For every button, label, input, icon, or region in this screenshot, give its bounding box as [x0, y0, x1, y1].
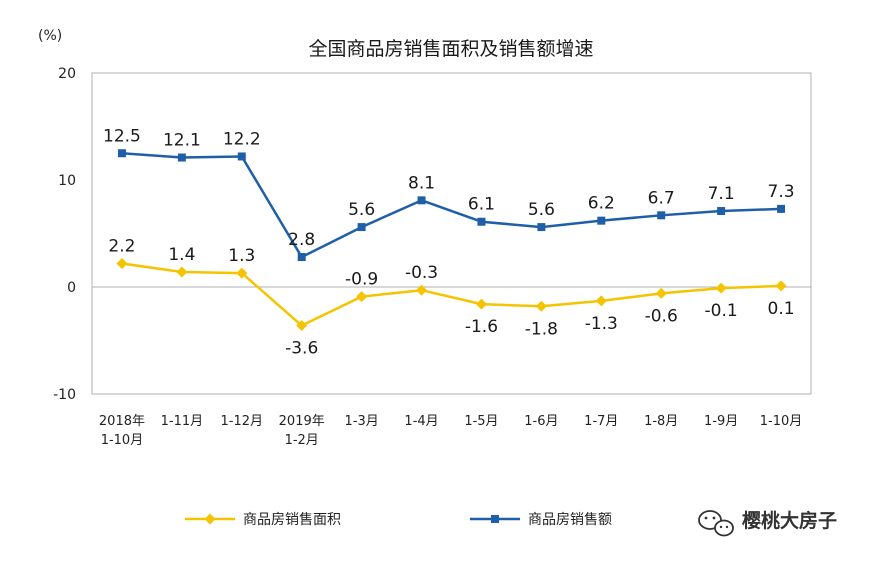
x-tick-label: 1-12月: [221, 414, 264, 429]
data-point: [595, 295, 607, 307]
data-label: 6.2: [588, 194, 615, 214]
data-point: [176, 266, 188, 278]
data-label: 6.7: [648, 188, 675, 208]
data-label: 12.5: [103, 126, 141, 146]
data-point: [237, 152, 246, 161]
legend-item: 商品房销售面积: [185, 512, 341, 528]
data-label: 5.6: [348, 200, 375, 220]
data-label: -0.9: [345, 270, 378, 290]
data-point: [416, 284, 428, 296]
data-label: 12.1: [163, 131, 201, 151]
data-label: 2.8: [288, 230, 315, 250]
wechat-icon: [698, 510, 734, 537]
x-axis: 2018年 1-10月 1-11月 1-12月 2019年 1-2月 1-3月 1-4月 1-5…: [99, 414, 802, 448]
data-point: [775, 280, 787, 292]
data-label: 1.4: [168, 245, 195, 265]
data-point: [116, 257, 128, 269]
data-point: [717, 207, 726, 216]
legend-marker: [204, 513, 216, 525]
data-point: [477, 217, 486, 226]
data-point: [417, 196, 426, 205]
data-label: 6.1: [468, 195, 495, 215]
data-point: [535, 300, 547, 312]
y-tick-label: -10: [53, 387, 76, 403]
data-label: -0.1: [705, 301, 738, 321]
x-tick-label: 2019年 1-2月: [279, 414, 325, 448]
legend-item: 商品房销售额: [470, 512, 612, 528]
series-1: 2.2 1.4 1.3 -3.6 -0.9 -0.3 -1.6 -1.8 -1.3 -0.6 -0.…: [108, 236, 794, 358]
legend-label: 商品房销售额: [528, 512, 612, 528]
x-tick-label: 2018年 1-10月: [99, 414, 145, 448]
series-2: 12.5 12.1 12.2 2.8 5.6 8.1 6.1 5.6 6.2 6.7 7.1 7.3: [103, 126, 795, 262]
y-tick-label: 10: [58, 173, 76, 189]
plot-area-frame: [91, 72, 812, 395]
data-label: 7.1: [708, 184, 735, 204]
data-label: 2.2: [108, 236, 135, 256]
chart-title: 全国商品房销售面积及销售额增速: [308, 38, 593, 60]
y-tick-label: 20: [58, 66, 76, 82]
x-tick-label: 1-6月: [524, 414, 558, 429]
series-layer: 2.2 1.4 1.3 -3.6 -0.9 -0.3 -1.6 -1.8 -1.3 -0.6 -0.…: [103, 126, 795, 358]
data-label: 12.2: [223, 129, 261, 149]
data-label: -1.6: [465, 317, 498, 337]
legend-marker: [491, 515, 499, 523]
x-tick-label: 1-7月: [584, 414, 618, 429]
data-label: -3.6: [285, 339, 318, 359]
series-line: [121, 262, 782, 327]
data-label: 7.3: [768, 182, 795, 202]
watermark: 樱桃大房子: [698, 509, 837, 537]
x-tick-label: 1-8月: [644, 414, 678, 429]
data-point: [597, 216, 606, 225]
data-point: [236, 267, 248, 279]
x-tick-label: 1-3月: [345, 414, 379, 429]
x-tick-label: 1-4月: [404, 414, 438, 429]
data-label: 0.1: [768, 299, 795, 319]
y-axis: 20 10 0 -10: [53, 66, 76, 403]
x-tick-label: 1-5月: [464, 414, 498, 429]
watermark-text: 樱桃大房子: [742, 509, 837, 532]
series-line: [121, 152, 782, 259]
data-point: [715, 282, 727, 294]
data-label: 1.3: [228, 246, 255, 266]
data-point: [357, 223, 366, 232]
data-point: [475, 298, 487, 310]
data-point: [297, 253, 306, 262]
data-point: [296, 320, 308, 332]
data-point: [655, 287, 667, 299]
data-label: 5.6: [528, 200, 555, 220]
x-tick-label: 1-11月: [161, 414, 204, 429]
legend-label: 商品房销售面积: [243, 512, 341, 528]
x-tick-label: 1-10月: [760, 414, 803, 429]
data-label: -1.3: [585, 314, 618, 334]
data-point: [356, 291, 368, 303]
data-point: [657, 211, 666, 220]
data-label: 8.1: [408, 173, 435, 193]
data-label: -0.3: [405, 263, 438, 283]
y-axis-unit-label: (%): [38, 28, 62, 44]
data-point: [117, 149, 126, 158]
x-tick-label: 1-9月: [704, 414, 738, 429]
data-point: [177, 153, 186, 162]
data-label: -0.6: [645, 306, 678, 326]
data-point: [537, 223, 546, 232]
y-tick-label: 0: [67, 280, 76, 296]
data-label: -1.8: [525, 319, 558, 339]
legend: 商品房销售面积 商品房销售额: [185, 512, 612, 528]
data-point: [777, 204, 786, 213]
